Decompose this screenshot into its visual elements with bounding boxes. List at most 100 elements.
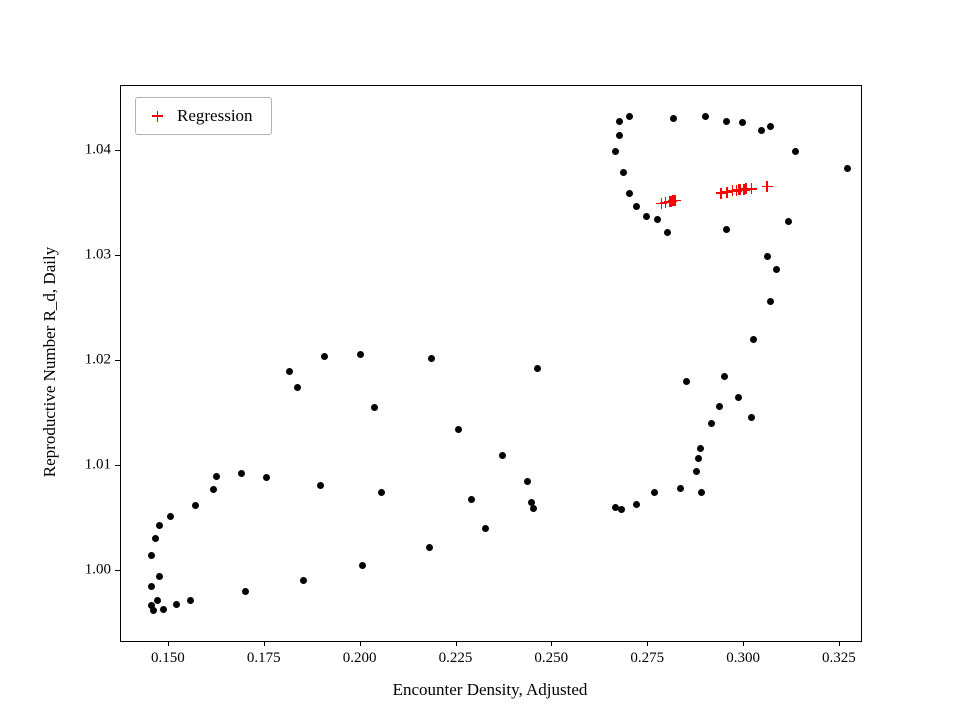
regression-plus-icon <box>152 110 163 122</box>
x-axis-label: Encounter Density, Adjusted <box>392 680 588 699</box>
observations-point <box>150 607 158 615</box>
regression-point <box>715 187 727 199</box>
x-tick-label: 0.275 <box>630 650 665 666</box>
x-tick-label: 0.175 <box>246 650 281 666</box>
observations-point <box>767 123 775 131</box>
regression-point <box>721 186 733 198</box>
observations-point <box>286 367 294 375</box>
y-tick-label: 1.00 <box>84 561 111 578</box>
observations-point <box>844 165 852 173</box>
observations-point <box>523 478 531 485</box>
regression-point <box>761 181 773 193</box>
y-tick-label: 1.02 <box>84 351 111 368</box>
observations-point <box>692 467 700 475</box>
observations-point <box>192 502 200 510</box>
x-tick-mark <box>743 641 745 646</box>
y-tick-mark <box>115 359 120 361</box>
observations-point <box>757 126 765 134</box>
observations-point <box>153 596 161 604</box>
observations-point <box>238 469 246 477</box>
observations-point <box>499 451 506 459</box>
observations-point <box>173 600 181 608</box>
observations-point <box>533 364 541 372</box>
observations-point <box>615 131 623 139</box>
x-tick-label: 0.325 <box>822 650 856 666</box>
observations-point <box>734 394 742 402</box>
observations-point <box>529 505 537 513</box>
observations-point <box>784 217 792 225</box>
observations-point <box>669 115 677 122</box>
observations-point <box>633 203 641 211</box>
observations-point <box>527 499 535 506</box>
observations-point <box>359 562 367 569</box>
observations-point <box>633 501 641 509</box>
observations-point <box>708 420 715 428</box>
observations-point <box>428 355 436 363</box>
legend: Regression <box>135 97 272 135</box>
observations-point <box>378 488 386 496</box>
y-tick-mark <box>115 569 120 571</box>
observations-point <box>738 119 746 127</box>
observations-point <box>370 403 378 411</box>
plot-area: Regression <box>120 85 862 642</box>
observations-point <box>263 473 271 481</box>
observations-point <box>748 414 756 421</box>
observations-point <box>209 486 217 494</box>
observations-point <box>612 147 620 155</box>
observations-point <box>186 596 194 604</box>
y-tick-mark <box>115 464 120 466</box>
observations-point <box>481 525 489 533</box>
observations-point <box>773 266 781 274</box>
observations-point <box>357 351 365 359</box>
observations-point <box>694 454 702 462</box>
y-axis-label: Reproductive Number R_d, Daily <box>40 246 59 478</box>
observations-point <box>654 215 662 223</box>
regression-point <box>660 197 671 208</box>
x-tick-label: 0.300 <box>726 650 760 666</box>
observations-point <box>683 378 690 386</box>
regression-point <box>656 198 668 209</box>
observations-point <box>721 373 729 381</box>
observations-point <box>213 472 221 480</box>
y-tick-mark <box>115 255 120 256</box>
observations-point <box>155 572 163 580</box>
observations-point <box>148 582 156 590</box>
observations-point <box>763 252 771 260</box>
observations-point <box>152 534 159 542</box>
x-tick-label: 0.150 <box>151 650 185 666</box>
observations-point <box>615 118 623 126</box>
observations-point <box>426 544 434 552</box>
observations-point <box>767 297 775 305</box>
y-tick-mark <box>115 150 120 151</box>
observations-point <box>299 576 307 584</box>
observations-point <box>468 495 476 503</box>
observations-point <box>148 601 156 609</box>
observations-point <box>792 147 800 155</box>
y-tick-label: 1.04 <box>84 141 111 158</box>
observations-point <box>155 522 163 530</box>
x-tick-label: 0.225 <box>438 650 473 666</box>
legend-label: Regression <box>177 106 253 125</box>
regression-point <box>740 183 752 195</box>
x-tick-mark <box>551 641 553 646</box>
observations-point <box>723 118 731 126</box>
observations-point <box>316 482 324 490</box>
x-tick-mark <box>359 641 361 646</box>
observations-point <box>715 402 723 410</box>
observations-point <box>663 229 671 237</box>
regression-point <box>746 183 758 195</box>
observations-point <box>650 488 658 496</box>
x-tick-label: 0.250 <box>534 650 569 666</box>
observations-point <box>750 336 758 344</box>
observations-point <box>642 212 650 220</box>
regression-point <box>669 194 681 206</box>
observations-point <box>698 488 706 496</box>
observations-point <box>702 112 710 120</box>
observations-point <box>677 485 685 493</box>
observations-point <box>723 226 731 234</box>
x-tick-mark <box>455 641 457 646</box>
observations-point <box>612 504 620 512</box>
regression-point <box>730 185 742 197</box>
x-tick-mark <box>167 641 169 646</box>
